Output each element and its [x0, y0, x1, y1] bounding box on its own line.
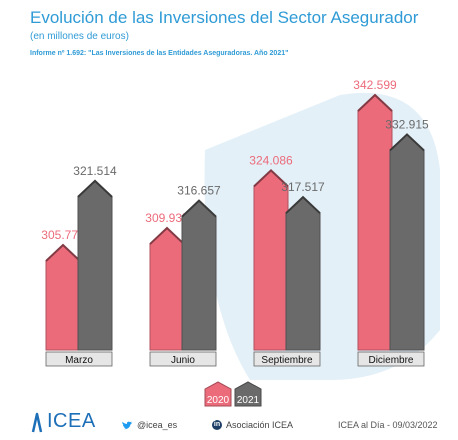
bar-2020-junio	[149, 227, 185, 351]
bar-2021-septiembre	[285, 196, 321, 351]
bars-layer: 305.772 321.514 309.935 316.657 324.086 317.5…	[41, 78, 429, 351]
legend-label-2021: 2021	[237, 395, 260, 406]
legend-swatch-2021	[234, 381, 262, 407]
category-label: Diciembre	[368, 355, 413, 366]
twitter-handle[interactable]: @icea_es	[122, 420, 177, 430]
icea-logo: ICEA	[30, 410, 96, 433]
data-label-2020-marzo: 305.772	[41, 228, 85, 242]
category-label: Junio	[171, 355, 195, 366]
publication-date: ICEA al Día - 09/03/2022	[338, 420, 438, 430]
data-label-2020-junio: 309.935	[145, 211, 189, 225]
bar-cap-2021-marzo	[77, 179, 113, 198]
icea-logo-icon	[31, 412, 43, 432]
bar-2020-septiembre	[253, 169, 289, 351]
bar-cap-2021-septiembre	[285, 195, 321, 214]
bar-2021-diciembre	[389, 133, 425, 351]
category-diciembre: Diciembre	[357, 351, 425, 367]
category-marzo: Marzo	[45, 351, 113, 367]
bar-cap-2020-marzo	[45, 243, 81, 262]
category-septiembre: Septiembre	[253, 351, 321, 367]
linkedin-text: Asociación ICEA	[226, 420, 294, 430]
data-label-2021-septiembre: 317.517	[281, 180, 325, 194]
legend-swatch-2020	[204, 381, 232, 407]
twitter-handle-text: @icea_es	[137, 420, 178, 430]
data-label-2021-junio: 316.657	[177, 184, 221, 198]
linkedin-icon: in	[212, 420, 222, 430]
bar-2021-marzo	[77, 180, 113, 351]
bar-2021-junio	[181, 199, 217, 351]
category-labels-layer: Marzo Junio Septiembre Diciembre	[45, 351, 425, 367]
linkedin-link[interactable]: in Asociación ICEA	[212, 420, 293, 430]
category-label: Marzo	[65, 355, 93, 366]
bar-cap-2020-diciembre	[357, 93, 393, 112]
twitter-icon	[122, 421, 133, 429]
chart-title: Evolución de las Inversiones del Sector …	[30, 8, 419, 27]
data-label-2020-septiembre: 324.086	[249, 153, 293, 167]
icea-logo-text: ICEA	[47, 410, 96, 432]
data-label-2021-marzo: 321.514	[73, 164, 117, 178]
bar-2020-diciembre	[357, 94, 393, 351]
bar-cap-2020-junio	[149, 226, 185, 245]
legend: 2020 2021	[204, 381, 262, 407]
bar-2020-marzo	[45, 244, 81, 351]
bar-cap-2021-diciembre	[389, 133, 425, 152]
bar-cap-2021-junio	[181, 199, 217, 218]
chart-subtitle: (en millones de euros)	[30, 31, 129, 42]
data-label-2020-diciembre: 342.599	[353, 78, 397, 92]
legend-label-2020: 2020	[207, 395, 230, 406]
data-label-2021-diciembre: 332.915	[385, 117, 429, 131]
category-box	[357, 351, 425, 367]
chart-source: Informe nº 1.692: "Las Inversiones de la…	[30, 50, 289, 57]
category-junio: Junio	[149, 351, 217, 367]
category-box	[45, 351, 113, 367]
bar-cap-2020-septiembre	[253, 169, 289, 188]
category-box	[149, 351, 217, 367]
category-box	[253, 351, 321, 367]
category-label: Septiembre	[261, 355, 313, 366]
